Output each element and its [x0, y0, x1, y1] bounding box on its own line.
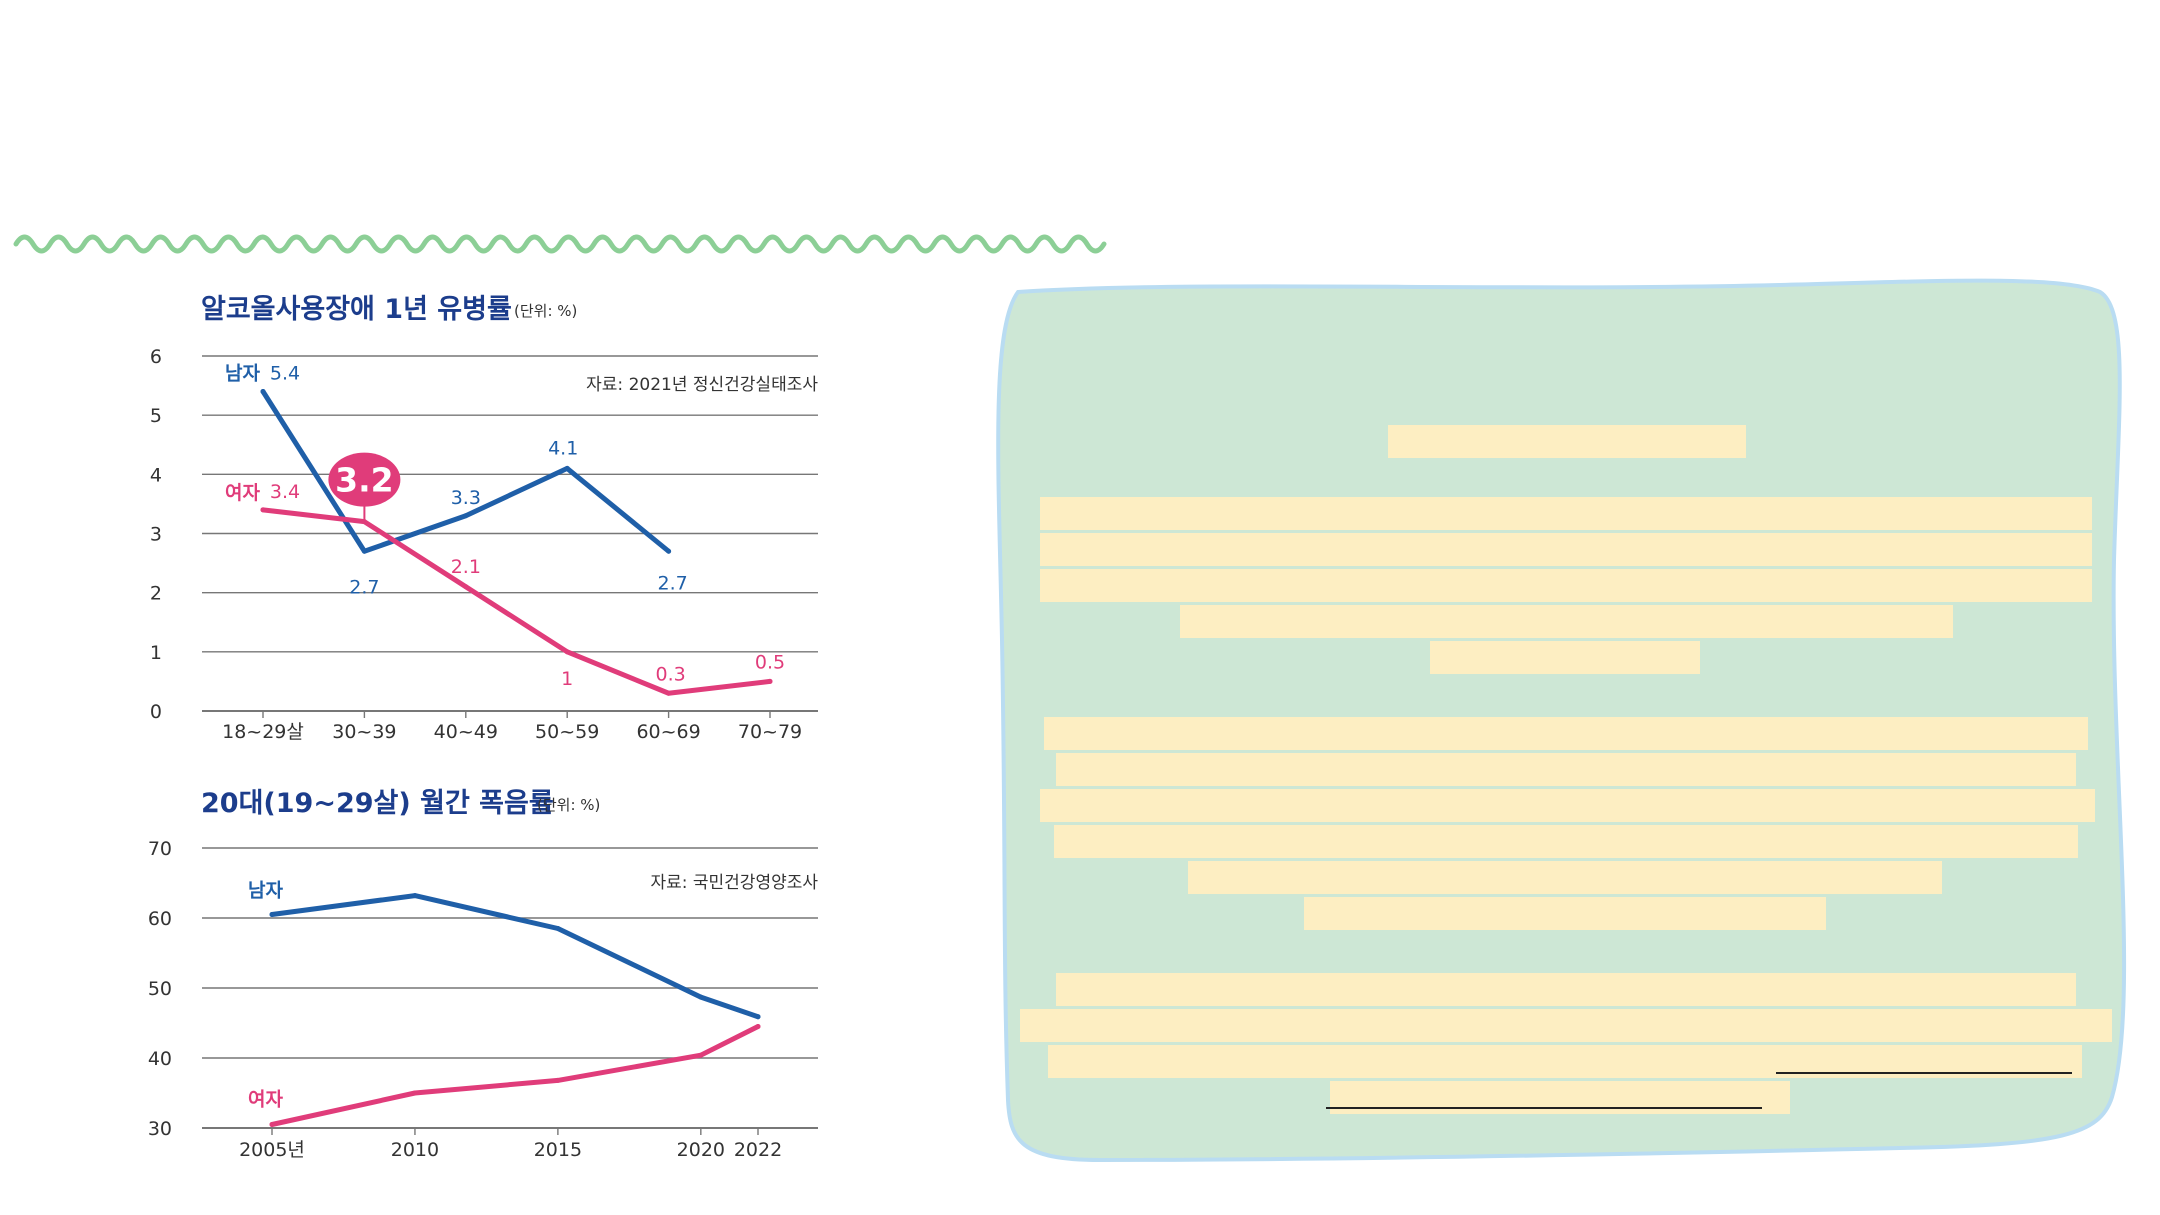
- chart-unit: (단위: %): [537, 796, 600, 814]
- data-label: 5.4: [270, 363, 300, 385]
- redaction-bar: [1180, 605, 1953, 638]
- data-point-female: [767, 678, 773, 684]
- x-tick-label: 60~69: [636, 721, 700, 743]
- x-tick-label: 2022: [734, 1139, 782, 1161]
- x-tick-label: 18~29살: [222, 721, 304, 743]
- redaction-bar: [1304, 897, 1826, 930]
- x-tick-label: 2020: [677, 1139, 725, 1161]
- data-point-female: [412, 1090, 418, 1096]
- redaction-bar: [1388, 425, 1746, 458]
- y-tick-label: 3: [150, 524, 162, 546]
- data-point-male: [260, 389, 266, 394]
- callout-value: 3.2: [335, 461, 393, 500]
- data-point-male: [666, 548, 672, 554]
- series-line-female: [269, 1024, 761, 1127]
- redaction-bar: [1056, 753, 2076, 786]
- data-point-female: [555, 1077, 561, 1083]
- y-tick-label: 5: [150, 405, 162, 427]
- redaction-bar: [1188, 861, 1942, 894]
- redaction-bar: [1054, 825, 2078, 858]
- data-point-male: [463, 513, 469, 519]
- y-tick-label: 2: [150, 583, 162, 605]
- series-name-female: 여자: [225, 482, 260, 504]
- redacted-text-panel: [996, 278, 2127, 1163]
- data-point-male: [698, 994, 704, 1000]
- x-tick-label: 70~79: [738, 721, 802, 743]
- x-tick-label: 2005년: [239, 1139, 305, 1161]
- redaction-bar: [1020, 1009, 2112, 1042]
- data-point-female: [260, 507, 266, 513]
- series-line-female: [260, 507, 773, 696]
- data-label: 3.4: [270, 481, 300, 503]
- x-tick-label: 50~59: [535, 721, 599, 743]
- redaction-bar: [1040, 569, 2092, 602]
- data-point-female: [698, 1052, 704, 1058]
- chart-title: 알코올사용장애 1년 유병률: [201, 294, 512, 325]
- redaction-bar: [1040, 789, 2095, 822]
- chart-source: 자료: 2021년 정신건강실태조사: [586, 375, 818, 395]
- chart-title: 20대(19~29살) 월간 폭음률: [201, 788, 554, 819]
- y-tick-label: 40: [148, 1048, 172, 1070]
- data-label: 0.5: [755, 651, 785, 673]
- series-name-female: 여자: [248, 1089, 283, 1111]
- x-tick-label: 30~39: [332, 721, 396, 743]
- callout-badge: [328, 452, 401, 507]
- x-tick-label: 2015: [534, 1139, 582, 1161]
- data-label: 0.3: [655, 663, 685, 685]
- data-point-male: [269, 912, 275, 917]
- data-label: 4.1: [548, 437, 578, 459]
- data-point-female: [463, 584, 469, 590]
- data-point-female: [666, 690, 672, 696]
- chart-alcohol-use-disorder: 알코올사용장애 1년 유병률 (단위: %) 자료: 2021년 정신건강실태조…: [150, 294, 818, 743]
- data-label: 2.7: [657, 572, 687, 594]
- redaction-bar: [1040, 533, 2092, 566]
- data-label: 3.3: [451, 487, 481, 509]
- y-tick-label: 0: [150, 701, 162, 723]
- data-point-female: [755, 1024, 761, 1029]
- data-point-female: [564, 649, 570, 655]
- series-line-male: [269, 893, 761, 1020]
- data-point-female: [269, 1122, 275, 1127]
- y-tick-label: 30: [148, 1118, 172, 1140]
- y-tick-label: 50: [148, 978, 172, 1000]
- data-point-male: [361, 548, 367, 554]
- redaction-bar: [1044, 717, 2088, 750]
- redaction-bar: [1330, 1081, 1790, 1114]
- x-tick-label: 2010: [391, 1139, 439, 1161]
- data-label: 2.7: [349, 576, 379, 598]
- data-point-male: [555, 926, 561, 931]
- redaction-bar: [1430, 641, 1700, 674]
- wavy-divider: [13, 234, 1107, 254]
- redaction-bar: [1040, 497, 2092, 530]
- data-point-male: [564, 465, 570, 471]
- data-label: 1: [561, 668, 573, 690]
- data-label: 2.1: [451, 556, 481, 578]
- redaction-bar: [1056, 973, 2076, 1006]
- chart-binge-drinking: 20대(19~29살) 월간 폭음률 (단위: %) 자료: 국민건강영양조사 …: [148, 788, 819, 1161]
- data-point-male: [755, 1014, 761, 1020]
- redacted-lines: [1020, 425, 2112, 1114]
- x-tick-label: 40~49: [434, 721, 498, 743]
- y-tick-label: 1: [150, 642, 162, 664]
- y-tick-label: 60: [148, 908, 172, 930]
- series-name-male: 남자: [225, 363, 260, 385]
- chart-source: 자료: 국민건강영양조사: [650, 873, 818, 893]
- series-name-male: 남자: [248, 880, 283, 902]
- chart-unit: (단위: %): [514, 302, 577, 320]
- y-tick-label: 6: [150, 346, 162, 368]
- y-tick-label: 4: [150, 464, 162, 486]
- data-point-male: [412, 893, 418, 899]
- y-tick-label: 70: [148, 838, 172, 860]
